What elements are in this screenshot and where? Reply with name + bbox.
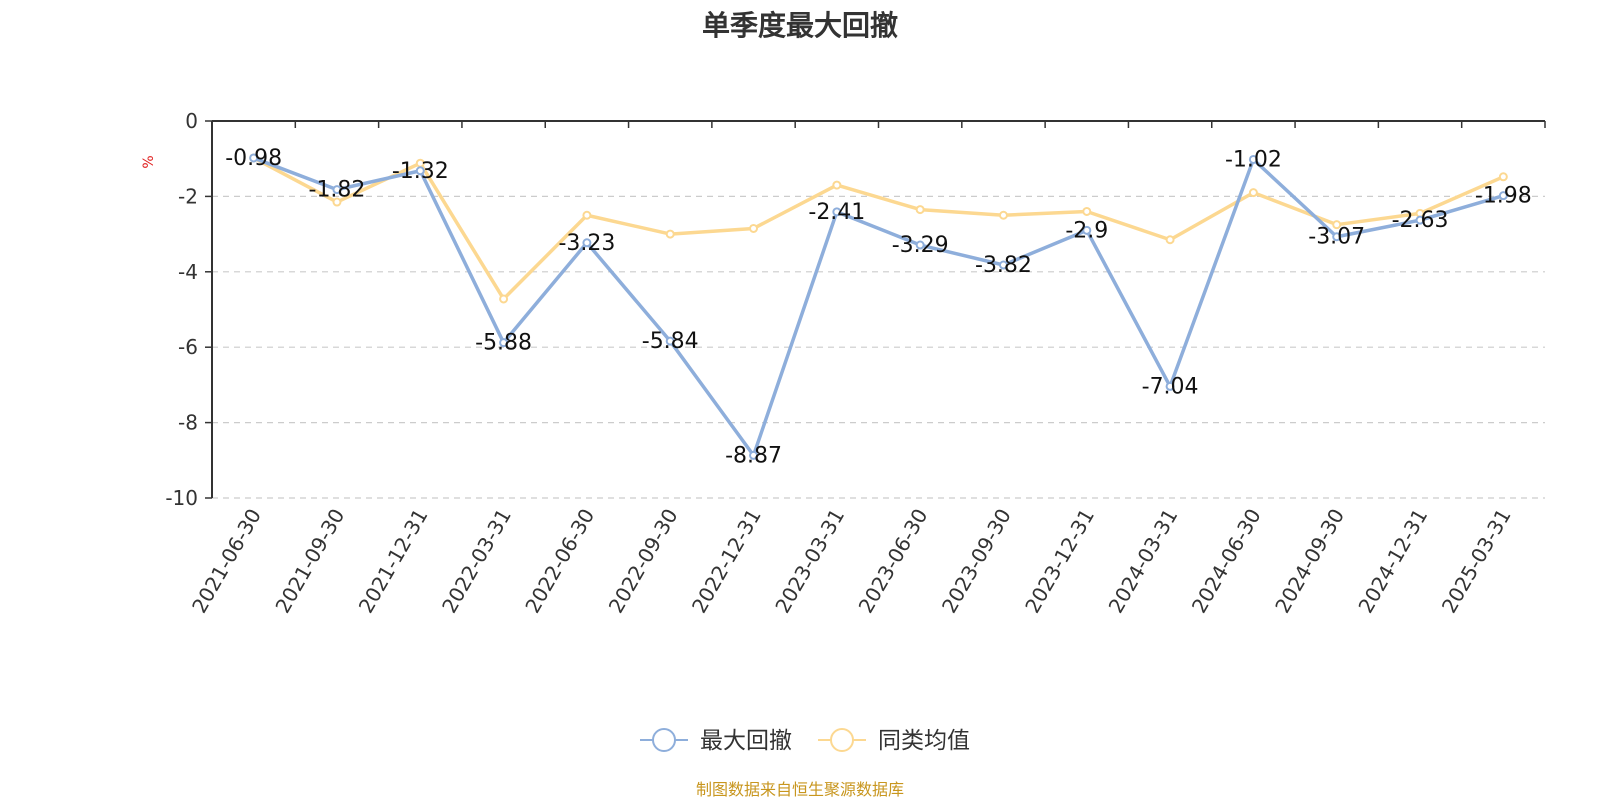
y-tick-label: 0 xyxy=(185,109,198,133)
data-point xyxy=(415,166,425,176)
data-point xyxy=(749,450,759,460)
data-point xyxy=(582,238,592,248)
series-line xyxy=(252,156,1505,301)
legend-item[interactable]: 最大回撤 xyxy=(640,728,792,754)
y-tick-label: -2 xyxy=(178,184,198,208)
legend-item[interactable]: 同类均值 xyxy=(818,728,970,754)
legend-label: 同类均值 xyxy=(878,728,970,754)
x-tick-label: 2023-09-30 xyxy=(937,505,1016,618)
data-point xyxy=(1498,191,1508,201)
data-point xyxy=(1332,220,1342,230)
legend-marker xyxy=(652,728,676,752)
x-tick-label: 2024-06-30 xyxy=(1187,505,1266,618)
x-tick-label: 2022-06-30 xyxy=(520,505,599,618)
data-point xyxy=(332,197,342,207)
data-point xyxy=(915,240,925,250)
y-tick-label: -6 xyxy=(178,335,198,359)
data-label: -5.84 xyxy=(642,329,699,354)
data-point xyxy=(832,180,842,190)
data-point xyxy=(1082,225,1092,235)
chart-title: 单季度最大回撤 xyxy=(701,9,898,42)
data-point xyxy=(332,185,342,195)
x-tick-label: 2021-09-30 xyxy=(270,505,349,618)
series-layer xyxy=(249,153,1508,460)
x-tick-label: 2023-03-31 xyxy=(770,505,849,618)
data-label: -3.82 xyxy=(975,253,1032,278)
data-label: -1.98 xyxy=(1475,184,1532,209)
data-point xyxy=(998,210,1008,220)
data-label: -1.82 xyxy=(309,178,366,203)
data-point xyxy=(749,223,759,233)
legend[interactable]: 最大回撤 同类均值 xyxy=(640,728,970,754)
x-tick-label: 2024-09-30 xyxy=(1270,505,1349,618)
x-tick-label: 2023-06-30 xyxy=(854,505,933,618)
x-tick-label: 2023-12-31 xyxy=(1020,505,1099,618)
data-label: -7.04 xyxy=(1142,374,1199,399)
legend-label: 最大回撤 xyxy=(700,728,792,754)
y-tick-label: -10 xyxy=(165,486,198,510)
data-point xyxy=(499,338,509,348)
data-point xyxy=(1248,154,1258,164)
data-point xyxy=(249,153,259,163)
x-tick-label: 2022-09-30 xyxy=(604,505,683,618)
data-point xyxy=(915,205,925,215)
data-point xyxy=(1498,172,1508,182)
data-point xyxy=(499,294,509,304)
y-tick-label: -4 xyxy=(178,260,198,284)
data-label: -1.32 xyxy=(392,159,449,184)
x-tick-label: 2021-12-31 xyxy=(354,505,433,618)
x-tick-label: 2024-03-31 xyxy=(1104,505,1183,618)
y-axis-label: % xyxy=(141,155,157,168)
data-point xyxy=(1332,232,1342,242)
data-label: -2.63 xyxy=(1392,208,1449,233)
data-label: -2.9 xyxy=(1065,218,1108,243)
data-point xyxy=(998,260,1008,270)
data-point xyxy=(1165,235,1175,245)
data-label: -5.88 xyxy=(475,331,532,356)
x-tick-label: 2024-12-31 xyxy=(1353,505,1432,618)
data-point xyxy=(665,336,675,346)
x-tick-label: 2022-03-31 xyxy=(437,505,516,618)
data-label: -8.87 xyxy=(725,443,782,468)
data-point xyxy=(665,229,675,239)
y-tick-label: -8 xyxy=(178,411,198,435)
series-line xyxy=(253,156,1504,458)
data-label: -3.29 xyxy=(892,233,949,258)
data-point xyxy=(1082,206,1092,216)
data-point xyxy=(832,207,842,217)
data-source-note: 制图数据来自恒生聚源数据库 xyxy=(695,780,904,799)
x-tick-label: 2025-03-31 xyxy=(1437,505,1516,618)
data-point xyxy=(1248,188,1258,198)
data-label: -1.02 xyxy=(1225,147,1282,172)
legend-marker xyxy=(830,728,854,752)
data-label: -3.07 xyxy=(1308,225,1365,250)
data-labels: -0.98 -1.82 -1.32 -5.88 -3.23 -5.84 -8.87 -2.41… xyxy=(225,146,1532,468)
data-label: -2.41 xyxy=(808,200,865,225)
data-point xyxy=(1165,381,1175,391)
data-point xyxy=(582,210,592,220)
data-label: -3.23 xyxy=(558,231,615,256)
x-tick-label: 2022-12-31 xyxy=(687,505,766,618)
data-point xyxy=(1415,215,1425,225)
data-label: -0.98 xyxy=(225,146,282,171)
x-tick-label: 2021-06-30 xyxy=(187,505,266,618)
